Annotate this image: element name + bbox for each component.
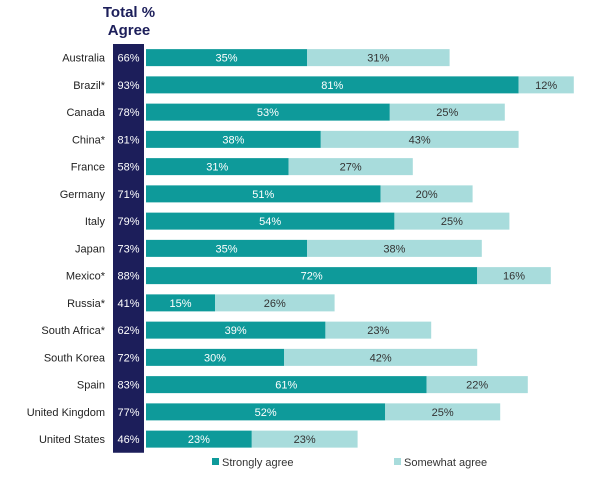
bar-strongly-agree — [146, 130, 321, 148]
bar-label-strongly-agree: 72% — [301, 271, 323, 283]
bar-label-somewhat-agree: 43% — [409, 134, 431, 146]
legend-swatch-strongly-agree — [212, 458, 219, 465]
total-value: 66% — [117, 53, 139, 65]
country-label: China* — [72, 134, 106, 146]
country-label: Australia — [62, 53, 106, 65]
bar-label-strongly-agree: 61% — [275, 380, 297, 392]
bar-label-somewhat-agree: 16% — [503, 271, 525, 283]
bar-somewhat-agree — [518, 76, 574, 94]
bar-somewhat-agree — [307, 49, 450, 67]
total-value: 46% — [117, 434, 139, 446]
bar-label-strongly-agree: 23% — [188, 434, 210, 446]
bar-somewhat-agree — [307, 239, 482, 257]
bar-strongly-agree — [146, 103, 390, 121]
total-value: 83% — [117, 380, 139, 392]
legend-label-strongly-agree: Strongly agree — [222, 457, 294, 469]
country-label: Germany — [60, 189, 106, 201]
total-value: 77% — [117, 407, 139, 419]
bar-label-somewhat-agree: 25% — [436, 107, 458, 119]
country-label: Spain — [77, 380, 105, 392]
bar-label-somewhat-agree: 25% — [441, 216, 463, 228]
country-label: Italy — [85, 216, 106, 228]
bar-somewhat-agree — [385, 403, 501, 421]
bar-strongly-agree — [146, 76, 519, 94]
bar-label-strongly-agree: 15% — [169, 298, 191, 310]
bar-label-somewhat-agree: 25% — [432, 407, 454, 419]
bar-somewhat-agree — [215, 294, 335, 312]
bar-label-strongly-agree: 81% — [321, 80, 343, 92]
bar-label-strongly-agree: 39% — [225, 325, 247, 337]
bar-strongly-agree — [146, 239, 307, 257]
bar-label-somewhat-agree: 22% — [466, 380, 488, 392]
bar-label-strongly-agree: 51% — [252, 189, 274, 201]
bar-somewhat-agree — [477, 267, 551, 285]
total-value: 88% — [117, 271, 139, 283]
bar-label-somewhat-agree: 27% — [340, 162, 362, 174]
total-value: 71% — [117, 189, 139, 201]
bar-strongly-agree — [146, 294, 215, 312]
total-agree-header: Total % Agree — [100, 4, 158, 40]
country-label: Brazil* — [73, 80, 106, 92]
legend-swatch-somewhat-agree — [394, 458, 401, 465]
country-label: Mexico* — [66, 271, 106, 283]
bar-label-somewhat-agree: 23% — [367, 325, 389, 337]
bar-label-strongly-agree: 31% — [206, 162, 228, 174]
total-value: 78% — [117, 107, 139, 119]
bar-label-strongly-agree: 38% — [222, 134, 244, 146]
total-value: 93% — [117, 80, 139, 92]
total-column-bg — [113, 44, 144, 453]
bar-somewhat-agree — [251, 430, 358, 448]
country-label: United Kingdom — [27, 407, 105, 419]
bar-label-somewhat-agree: 38% — [383, 243, 405, 255]
bar-strongly-agree — [146, 321, 326, 339]
bar-label-strongly-agree: 52% — [255, 407, 277, 419]
bar-somewhat-agree — [394, 212, 510, 230]
legend-label-somewhat-agree: Somewhat agree — [404, 457, 487, 469]
bar-strongly-agree — [146, 158, 289, 176]
bar-label-strongly-agree: 35% — [215, 53, 237, 65]
country-label: Russia* — [67, 298, 106, 310]
total-agree-header-line1: Total % — [102, 4, 156, 21]
bar-label-somewhat-agree: 12% — [535, 80, 557, 92]
bar-label-strongly-agree: 54% — [259, 216, 281, 228]
total-value: 73% — [117, 243, 139, 255]
bar-somewhat-agree — [389, 103, 505, 121]
bar-strongly-agree — [146, 403, 386, 421]
bar-label-somewhat-agree: 26% — [264, 298, 286, 310]
bar-label-strongly-agree: 30% — [204, 352, 226, 364]
total-agree-header-line2: Agree — [107, 22, 151, 39]
bar-strongly-agree — [146, 430, 252, 448]
total-value: 62% — [117, 325, 139, 337]
bar-strongly-agree — [146, 376, 427, 394]
bar-label-strongly-agree: 53% — [257, 107, 279, 119]
bar-label-somewhat-agree: 20% — [416, 189, 438, 201]
bar-label-strongly-agree: 35% — [215, 243, 237, 255]
bar-somewhat-agree — [288, 158, 413, 176]
country-label: United States — [39, 434, 106, 446]
bar-strongly-agree — [146, 212, 395, 230]
bar-somewhat-agree — [325, 321, 432, 339]
country-label: Canada — [66, 107, 105, 119]
total-value: 58% — [117, 162, 139, 174]
country-label: France — [71, 162, 105, 174]
total-value: 81% — [117, 134, 139, 146]
bar-label-somewhat-agree: 23% — [294, 434, 316, 446]
bar-strongly-agree — [146, 348, 284, 366]
bar-strongly-agree — [146, 267, 478, 285]
bar-somewhat-agree — [320, 130, 519, 148]
bar-strongly-agree — [146, 185, 381, 203]
country-label: South Africa* — [41, 325, 105, 337]
bar-somewhat-agree — [380, 185, 473, 203]
bar-somewhat-agree — [284, 348, 478, 366]
country-label: South Korea — [44, 352, 106, 364]
bar-label-somewhat-agree: 42% — [370, 352, 392, 364]
bar-somewhat-agree — [426, 376, 528, 394]
bar-label-somewhat-agree: 31% — [367, 53, 389, 65]
country-label: Japan — [75, 243, 105, 255]
total-value: 79% — [117, 216, 139, 228]
total-value: 41% — [117, 298, 139, 310]
total-value: 72% — [117, 352, 139, 364]
bar-strongly-agree — [146, 49, 307, 67]
